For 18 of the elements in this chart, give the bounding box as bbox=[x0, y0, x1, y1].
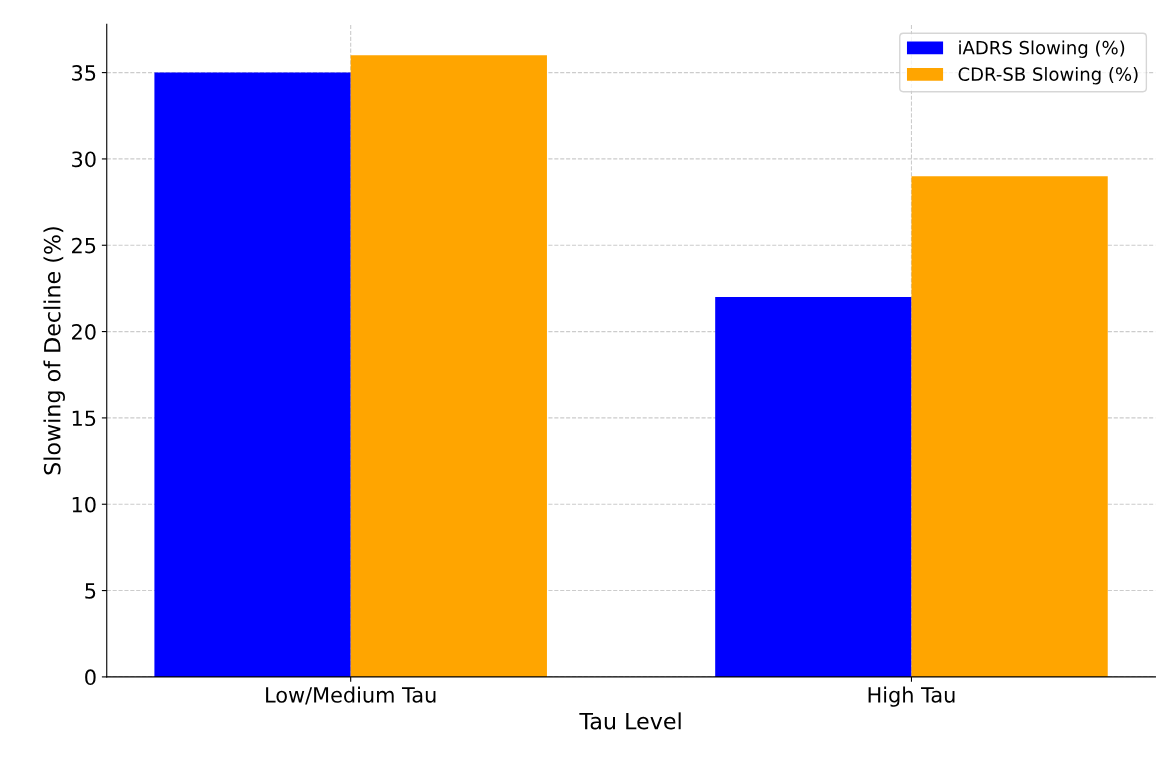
y-axis-title: Slowing of Decline (%) bbox=[43, 227, 65, 475]
y-tick-label: 0 bbox=[85, 669, 96, 686]
y-tick-label: 25 bbox=[72, 237, 96, 254]
bar bbox=[911, 176, 1108, 677]
bar bbox=[715, 297, 912, 677]
legend-label: iADRS Slowing (%) bbox=[959, 40, 1125, 58]
y-tick-label: 20 bbox=[72, 324, 96, 340]
y-tick-label: 15 bbox=[72, 410, 96, 427]
x-axis-title: Tau Level bbox=[579, 712, 681, 730]
y-tick-label: 5 bbox=[85, 583, 96, 599]
y-tick-label: 35 bbox=[72, 65, 96, 81]
x-tick-label: Low/Medium Tau bbox=[266, 686, 436, 705]
bar bbox=[350, 55, 547, 677]
x-tick-label: High Tau bbox=[868, 686, 955, 707]
bar bbox=[154, 72, 351, 677]
y-tick-label: 10 bbox=[72, 496, 96, 513]
legend-label: CDR-SB Slowing (%) bbox=[958, 67, 1138, 85]
y-tick-label: 30 bbox=[72, 151, 96, 168]
